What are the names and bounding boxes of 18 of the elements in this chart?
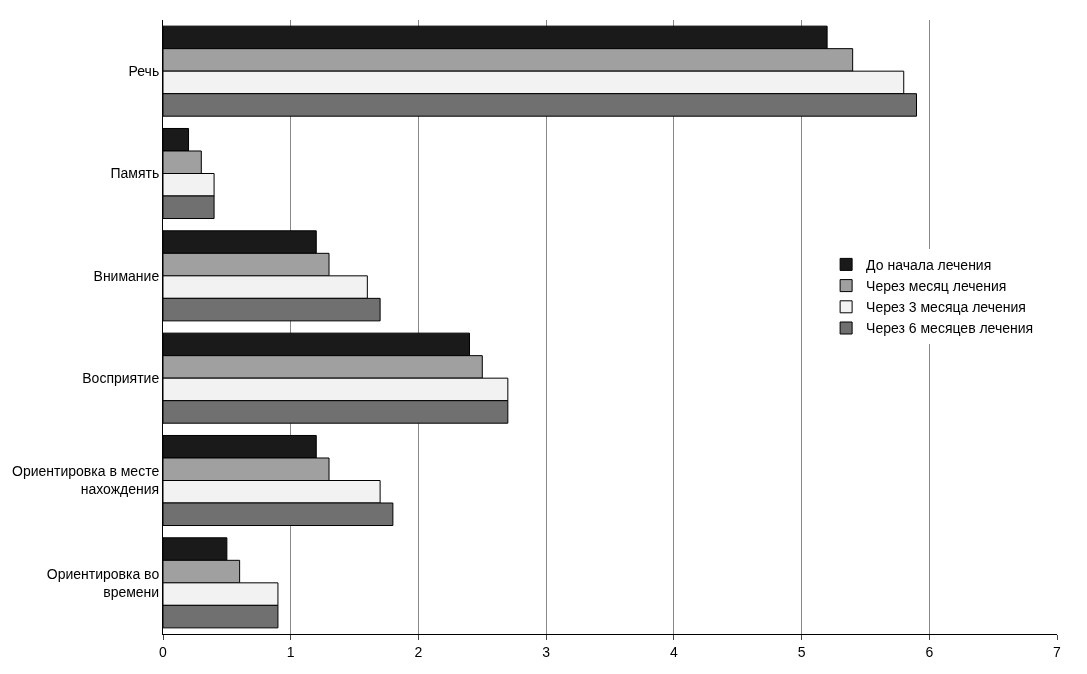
legend-label: Через 6 месяцев лечения (866, 320, 1034, 337)
x-tick-label: 4 (669, 643, 678, 660)
y-tick-label: Память (110, 165, 160, 182)
y-tick-label: Речь (128, 63, 160, 80)
legend-label: Через 3 месяца лечения (866, 299, 1026, 316)
legend-label: До начала лечения (866, 256, 992, 273)
x-tick-label: 1 (286, 643, 295, 660)
legend-label: Через месяц лечения (866, 278, 1007, 295)
x-tick-label: 5 (797, 643, 806, 660)
x-tick-label: 2 (414, 643, 423, 660)
y-tick-label: Ориентировка в месте нахождения (12, 463, 160, 498)
x-tick-label: 6 (925, 643, 934, 660)
x-tick-label: 7 (1053, 643, 1062, 660)
y-tick-label: Внимание (93, 267, 160, 284)
x-tick-label: 3 (542, 643, 551, 660)
y-tick-label: Восприятие (82, 370, 160, 387)
y-tick-label: Ориентировка во времени (46, 565, 160, 600)
x-tick-label: 0 (159, 643, 168, 660)
